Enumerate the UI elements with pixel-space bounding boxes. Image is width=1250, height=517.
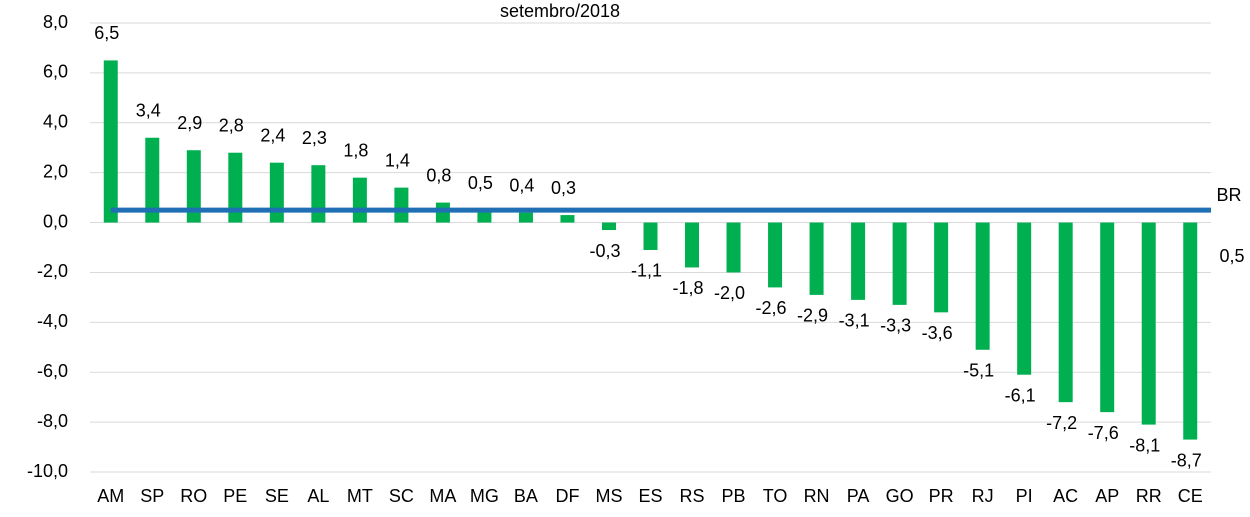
x-tick-label: SC [389,486,414,506]
bar [477,210,492,223]
y-tick-label: 8,0 [43,12,68,32]
value-label: -0,3 [589,241,620,261]
bar [768,222,783,288]
value-label: 2,8 [219,115,244,135]
x-tick-label: SE [265,486,289,506]
bar [228,152,243,223]
value-label: 3,4 [136,100,161,120]
x-tick-label: AM [97,486,124,506]
value-label: -1,8 [673,278,704,298]
value-label: -2,6 [756,298,787,318]
bar [643,222,658,250]
value-label: -8,1 [1129,435,1160,455]
bar [601,222,616,231]
bar [892,222,907,305]
bar [560,215,575,223]
x-tick-label: CE [1178,486,1203,506]
y-tick-label: -10,0 [27,461,68,481]
bar [352,177,367,223]
x-tick-label: RN [804,486,830,506]
x-tick-label: MS [595,486,622,506]
y-tick-label: 0,0 [43,211,68,231]
bar [518,212,533,223]
x-tick-label: MG [470,486,499,506]
x-tick-label: BA [514,486,538,506]
bar [934,222,949,313]
y-tick-label: 4,0 [43,112,68,132]
value-label: -7,2 [1046,413,1077,433]
y-tick-label: 2,0 [43,161,68,181]
bar [269,162,284,223]
x-tick-label: RO [180,486,207,506]
x-tick-label: GO [886,486,914,506]
y-tick-label: -4,0 [37,311,68,331]
x-tick-label: RS [680,486,705,506]
bar [1141,222,1156,425]
value-label: -3,1 [839,311,870,331]
x-tick-label: RJ [972,486,994,506]
value-label: -2,0 [714,283,745,303]
y-tick-label: -8,0 [37,411,68,431]
value-label: -2,9 [797,306,828,326]
bar [685,222,700,268]
value-label: -3,3 [880,316,911,336]
y-tick-label: -6,0 [37,361,68,381]
bar [103,60,118,223]
x-tick-label: PI [1016,486,1033,506]
x-tick-label: MT [347,486,373,506]
bar [1017,222,1032,375]
reference-name: BR [1216,185,1241,205]
value-label: 0,8 [426,165,451,185]
bar [726,222,741,273]
value-label: -1,1 [631,261,662,281]
value-label: -7,6 [1088,423,1119,443]
value-label: 1,4 [385,150,410,170]
value-label: -8,7 [1171,450,1202,470]
x-tick-label: MA [429,486,456,506]
y-tick-label: -2,0 [37,261,68,281]
x-tick-label: PE [223,486,247,506]
x-tick-label: AL [307,486,329,506]
bar [1100,222,1115,413]
x-tick-label: PA [847,486,870,506]
x-tick-label: ES [638,486,662,506]
x-tick-label: SP [140,486,164,506]
chart-title: setembro/2018 [500,1,620,21]
value-label: 2,3 [302,128,327,148]
bar [311,165,326,223]
bar [809,222,824,295]
value-label: 2,4 [260,125,285,145]
bar [1183,222,1198,440]
value-label: -6,1 [1005,385,1036,405]
x-tick-label: DF [555,486,579,506]
x-tick-label: PR [929,486,954,506]
bar [975,222,990,350]
y-tick-label: 6,0 [43,62,68,82]
x-tick-label: AC [1053,486,1078,506]
x-tick-label: RR [1136,486,1162,506]
value-label: -3,6 [922,323,953,343]
x-tick-label: AP [1095,486,1119,506]
value-label: 6,5 [94,23,119,43]
x-tick-label: PB [722,486,746,506]
reference-label: 0,5 [1219,246,1244,266]
bar [1058,222,1073,403]
value-label: -5,1 [963,361,994,381]
value-label: 0,5 [468,173,493,193]
bar [394,187,409,223]
bar [186,150,201,223]
x-tick-label: TO [763,486,788,506]
bar [851,222,866,300]
value-label: 1,8 [343,140,368,160]
bar [145,137,160,223]
value-label: 2,9 [177,113,202,133]
value-label: 0,4 [509,175,534,195]
value-label: 0,3 [551,178,576,198]
